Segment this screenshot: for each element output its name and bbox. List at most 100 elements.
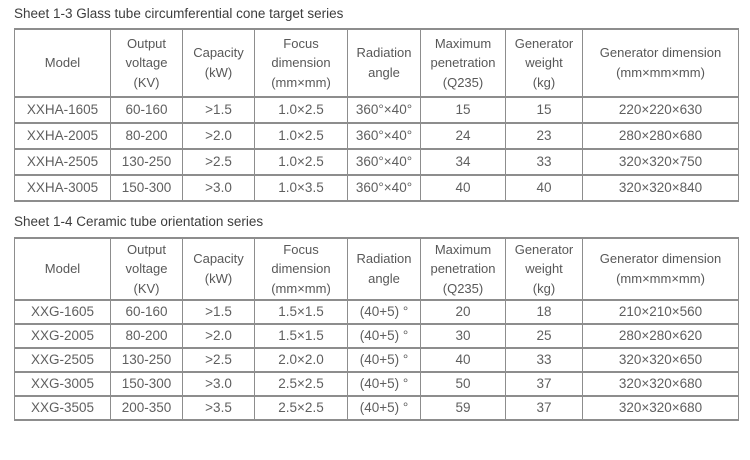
sheet-1-3-section: Sheet 1-3 Glass tube circumferential con… [14,6,750,202]
cell-output-voltage: 130-250 [110,147,183,176]
cell-generator-dimension: 220×220×630 [582,95,739,124]
column-header-focus-dimension: Focus dimension (mm×mm) [254,236,348,301]
table-row: XXG-1605 60-160 >1.5 1.5×1.5 (40+5) ° 20 18 210… [14,298,739,325]
table-row: XXG-3505 200-350 >3.5 2.5×2.5 (40+5) ° 59 37 32… [14,394,739,421]
column-header-capacity: Capacity (kW) [182,236,255,301]
cell-maximum-penetration: 50 [420,370,506,397]
cell-focus-dimension: 1.5×1.5 [254,298,348,325]
cell-maximum-penetration: 34 [420,147,506,176]
cell-generator-weight: 33 [505,147,583,176]
cell-focus-dimension: 1.5×1.5 [254,322,348,349]
cell-output-voltage: 80-200 [110,121,183,150]
cell-maximum-penetration: 24 [420,121,506,150]
cell-generator-dimension: 320×320×650 [582,346,739,373]
cell-generator-dimension: 320×320×680 [582,394,739,421]
cell-maximum-penetration: 40 [420,173,506,202]
cell-radiation-angle: (40+5) ° [347,394,421,421]
cell-output-voltage: 60-160 [110,298,183,325]
table-row: XXHA-3005 150-300 >3.0 1.0×3.5 360°×40° 40 40 3… [14,173,739,202]
column-header-maximum-penetration: Maximum penetration (Q235) [420,27,506,98]
column-header-radiation-angle: Radiation angle [347,236,421,301]
cell-capacity: >2.5 [182,147,255,176]
cell-generator-weight: 33 [505,346,583,373]
sheet-title: Sheet 1-3 Glass tube circumferential con… [14,6,344,21]
cell-capacity: >3.0 [182,173,255,202]
cell-output-voltage: 130-250 [110,346,183,373]
cell-maximum-penetration: 59 [420,394,506,421]
cell-maximum-penetration: 40 [420,346,506,373]
cell-output-voltage: 80-200 [110,322,183,349]
header-row: Model Output voltage (KV) Capacity (kW) Foc… [14,27,739,98]
cell-model: XXHA-2005 [14,121,111,150]
column-header-radiation-angle: Radiation angle [347,27,421,98]
cell-model: XXG-1605 [14,298,111,325]
cell-model: XXHA-1605 [14,95,111,124]
cell-generator-dimension: 320×320×750 [582,147,739,176]
column-header-generator-dimension: Generator dimension (mm×mm×mm) [582,236,739,301]
column-header-focus-dimension: Focus dimension (mm×mm) [254,27,348,98]
cell-radiation-angle: (40+5) ° [347,370,421,397]
cell-generator-dimension: 280×280×680 [582,121,739,150]
cell-generator-weight: 18 [505,298,583,325]
cell-model: XXG-3005 [14,370,111,397]
cell-generator-weight: 25 [505,322,583,349]
column-header-model: Model [14,27,111,98]
table-row: XXHA-2005 80-200 >2.0 1.0×2.5 360°×40° 24 23 28… [14,121,739,150]
cell-output-voltage: 150-300 [110,370,183,397]
column-header-generator-dimension: Generator dimension (mm×mm×mm) [582,27,739,98]
cell-model: XXG-2005 [14,322,111,349]
cell-radiation-angle: (40+5) ° [347,298,421,325]
cell-focus-dimension: 1.0×3.5 [254,173,348,202]
cell-focus-dimension: 1.0×2.5 [254,95,348,124]
cell-maximum-penetration: 20 [420,298,506,325]
cell-output-voltage: 150-300 [110,173,183,202]
cell-radiation-angle: 360°×40° [347,95,421,124]
column-header-model: Model [14,236,111,301]
table-row: XXG-2505 130-250 >2.5 2.0×2.0 (40+5) ° 40 33 32… [14,346,739,373]
cell-radiation-angle: (40+5) ° [347,322,421,349]
cell-output-voltage: 200-350 [110,394,183,421]
sheet-1-4-section: Sheet 1-4 Ceramic tube orientation serie… [14,214,750,421]
cell-generator-weight: 40 [505,173,583,202]
cell-generator-dimension: 210×210×560 [582,298,739,325]
column-header-output-voltage: Output voltage (KV) [110,236,183,301]
cell-radiation-angle: (40+5) ° [347,346,421,373]
cell-generator-weight: 23 [505,121,583,150]
cell-capacity: >1.5 [182,95,255,124]
cell-focus-dimension: 2.5×2.5 [254,370,348,397]
cell-radiation-angle: 360°×40° [347,173,421,202]
table-row: XXHA-2505 130-250 >2.5 1.0×2.5 360°×40° 34 33 3… [14,147,739,176]
cell-model: XXHA-2505 [14,147,111,176]
cell-generator-dimension: 280×280×620 [582,322,739,349]
table-row: XXG-2005 80-200 >2.0 1.5×1.5 (40+5) ° 30 25 280… [14,322,739,349]
table-row: XXHA-1605 60-160 >1.5 1.0×2.5 360°×40° 15 15 22… [14,95,739,124]
cell-focus-dimension: 2.5×2.5 [254,394,348,421]
cell-capacity: >2.0 [182,322,255,349]
cell-model: XXG-3505 [14,394,111,421]
sheet-title: Sheet 1-4 Ceramic tube orientation serie… [14,213,264,229]
cell-focus-dimension: 1.0×2.5 [254,147,348,176]
column-header-capacity: Capacity (kW) [182,27,255,98]
cell-model: XXHA-3005 [14,173,111,202]
cell-focus-dimension: 1.0×2.5 [254,121,348,150]
table-row: XXG-3005 150-300 >3.0 2.5×2.5 (40+5) ° 50 37 32… [14,370,739,397]
cell-generator-dimension: 320×320×840 [582,173,739,202]
cell-capacity: >3.0 [182,370,255,397]
column-header-generator-weight: Generator weight (kg) [505,27,583,98]
cell-generator-weight: 37 [505,394,583,421]
cell-maximum-penetration: 30 [420,322,506,349]
cell-capacity: >2.5 [182,346,255,373]
cell-capacity: >2.0 [182,121,255,150]
cell-capacity: >3.5 [182,394,255,421]
cell-generator-weight: 15 [505,95,583,124]
cell-output-voltage: 60-160 [110,95,183,124]
cell-generator-weight: 37 [505,370,583,397]
cell-radiation-angle: 360°×40° [347,121,421,150]
cell-radiation-angle: 360°×40° [347,147,421,176]
cell-generator-dimension: 320×320×680 [582,370,739,397]
column-header-output-voltage: Output voltage (KV) [110,27,183,98]
column-header-generator-weight: Generator weight (kg) [505,236,583,301]
cell-capacity: >1.5 [182,298,255,325]
cell-model: XXG-2505 [14,346,111,373]
header-row: Model Output voltage (KV) Capacity (kW) Foc… [14,236,739,301]
